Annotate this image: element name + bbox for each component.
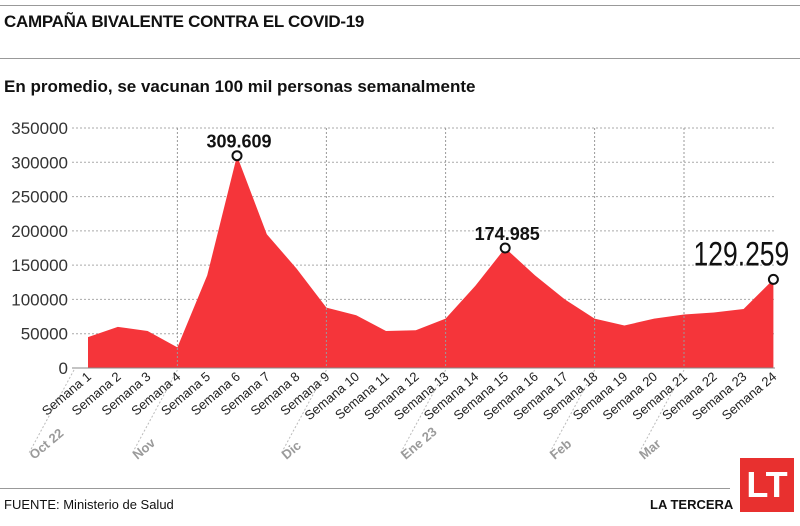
month-label: Dic (279, 438, 304, 462)
y-tick-label: 250000 (11, 188, 68, 207)
annotation-marker (499, 242, 511, 254)
month-label: Nov (130, 435, 159, 463)
source-note: FUENTE: Ministerio de Salud (4, 497, 174, 512)
y-tick-label: 350000 (11, 119, 68, 138)
divider (0, 58, 800, 59)
brand-name: LA TERCERA (650, 497, 734, 512)
brand-logo: LT (740, 458, 794, 512)
y-tick-label: 150000 (11, 256, 68, 275)
annotation-marker (767, 273, 779, 285)
chart-title: CAMPAÑA BIVALENTE CONTRA EL COVID-19 (4, 12, 365, 31)
month-label: Ene 23 (398, 424, 440, 462)
annotation-label: 309.609 (206, 132, 271, 152)
y-tick-label: 50000 (21, 325, 68, 344)
y-tick-label: 200000 (11, 222, 68, 241)
logo-text: LT (746, 464, 788, 505)
bottom-rule (0, 488, 730, 489)
area-chart: 0 50000 100000 150000 200000 250000 300000 3500… (11, 119, 789, 463)
annotation-marker (231, 150, 243, 162)
month-label: Mar (636, 436, 663, 462)
month-label: Oct 22 (26, 425, 66, 462)
top-rule (0, 5, 800, 6)
month-label: Feb (547, 436, 574, 462)
area-series (88, 155, 774, 368)
annotation-label: 129.259 (693, 235, 789, 273)
y-tick-label: 0 (59, 359, 68, 378)
annotation-label: 174.985 (475, 224, 540, 244)
y-tick-label: 300000 (11, 153, 68, 172)
chart-subtitle: En promedio, se vacunan 100 mil personas… (4, 77, 476, 96)
y-tick-label: 100000 (11, 290, 68, 309)
